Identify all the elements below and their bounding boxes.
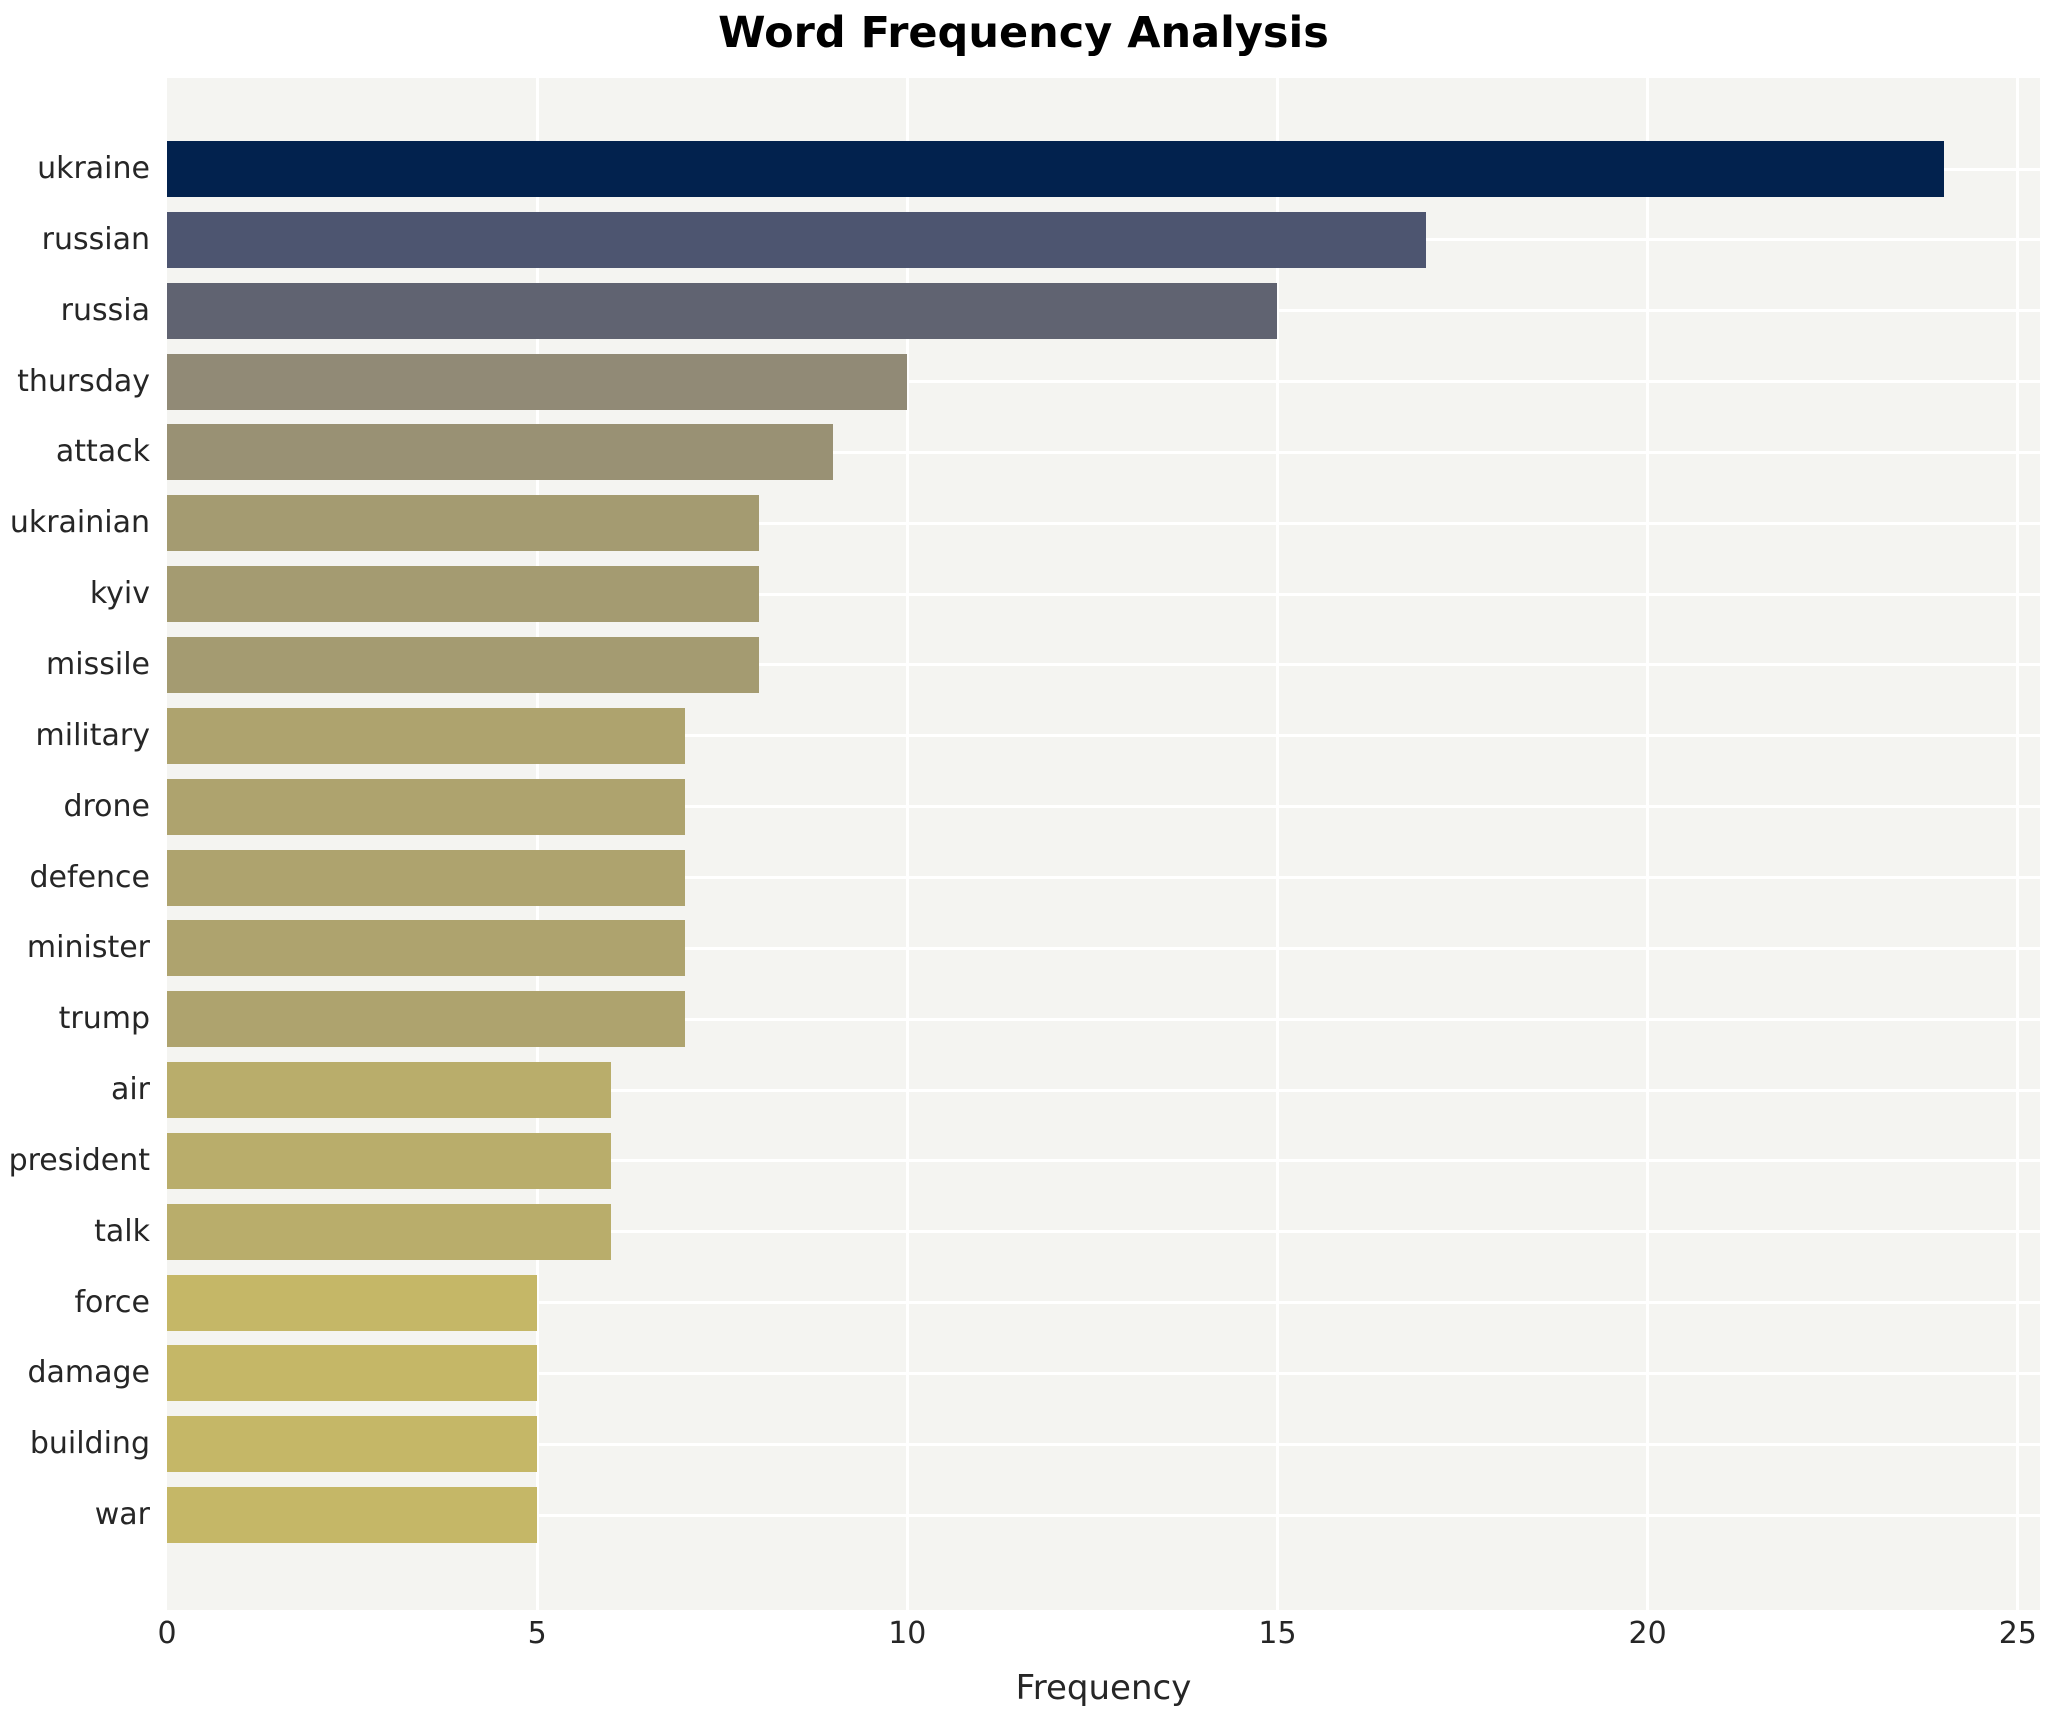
bar-russia [167, 282, 1278, 339]
bar-war [167, 1487, 538, 1544]
gridline-y-missile [167, 663, 2040, 667]
gridline-y-military [167, 734, 2040, 738]
y-label-president: president [8, 1142, 150, 1178]
plot-area [167, 78, 2040, 1610]
x-tick-25: 25 [1998, 1616, 2037, 1651]
bar-air [167, 1062, 612, 1119]
y-label-defence: defence [29, 859, 150, 895]
gridline-y-defence [167, 876, 2040, 879]
y-label-talk: talk [94, 1213, 150, 1249]
x-tick-20: 20 [1628, 1616, 1667, 1651]
gridline-y-air [167, 1088, 2040, 1092]
bar-military [167, 707, 686, 764]
y-label-ukrainian: ukrainian [9, 505, 150, 541]
gridline-y-drone [167, 805, 2040, 809]
bar-drone [167, 778, 686, 835]
gridline-x-20 [1646, 78, 1650, 1610]
x-tick-5: 5 [527, 1616, 547, 1651]
gridline-x-5 [535, 78, 539, 1610]
gridline-y-president [167, 1159, 2040, 1163]
bar-trump [167, 991, 686, 1048]
y-label-military: military [35, 717, 150, 753]
gridline-y-trump [167, 1017, 2040, 1021]
y-label-thursday: thursday [17, 363, 150, 399]
x-tick-15: 15 [1258, 1616, 1297, 1651]
bar-thursday [167, 353, 908, 410]
y-label-air: air [110, 1072, 150, 1108]
y-label-ukraine: ukraine [37, 151, 150, 186]
bar-ukrainian [167, 495, 760, 552]
gridline-y-minister [167, 946, 2040, 950]
gridline-x-10 [905, 78, 909, 1610]
y-axis-labels: ukraine russian russia thursday attack ukrain… [0, 78, 150, 1610]
bar-attack [167, 424, 834, 481]
gridline-y-building [167, 1442, 2040, 1446]
bar-president [167, 1132, 612, 1189]
gridline-y-thursday [167, 380, 2040, 384]
bar-building [167, 1416, 538, 1473]
y-label-trump: trump [58, 1001, 150, 1037]
y-label-minister: minister [26, 930, 150, 966]
x-tick-0: 0 [157, 1616, 177, 1651]
y-label-russia: russia [60, 292, 150, 328]
gridline-y-kyiv [167, 592, 2040, 596]
bar-force [167, 1274, 538, 1331]
bar-missile [167, 636, 760, 693]
x-axis-ticks: 0 5 10 15 20 25 [157, 1616, 2040, 1656]
y-label-building: building [29, 1426, 150, 1462]
y-label-damage: damage [27, 1355, 150, 1391]
gridline-y-attack [167, 450, 2040, 454]
y-label-attack: attack [55, 434, 150, 470]
y-label-war: war [94, 1497, 150, 1533]
y-label-drone: drone [63, 788, 150, 824]
bar-minister [167, 920, 686, 977]
x-tick-10: 10 [888, 1616, 927, 1651]
bar-defence [167, 849, 686, 906]
bar-damage [167, 1345, 538, 1402]
chart-title: Word Frequency Analysis [718, 8, 1329, 58]
y-label-russian: russian [41, 221, 150, 257]
x-axis-title: Frequency [1015, 1668, 1192, 1708]
y-label-missile: missile [46, 646, 150, 682]
gridline-y-ukrainian [167, 521, 2040, 525]
gridline-x-15 [1275, 78, 1279, 1610]
bar-russian [167, 211, 1426, 268]
gridline-y-damage [167, 1371, 2040, 1375]
gridline-y-talk [167, 1230, 2040, 1234]
y-label-kyiv: kyiv [89, 576, 150, 612]
gridline-x-25 [2016, 78, 2020, 1610]
y-label-force: force [74, 1284, 150, 1320]
gridline-y-force [167, 1301, 2040, 1305]
bar-talk [167, 1203, 612, 1260]
bar-kyiv [167, 566, 760, 623]
gridline-y-war [167, 1513, 2040, 1517]
bar-ukraine [167, 141, 1944, 197]
